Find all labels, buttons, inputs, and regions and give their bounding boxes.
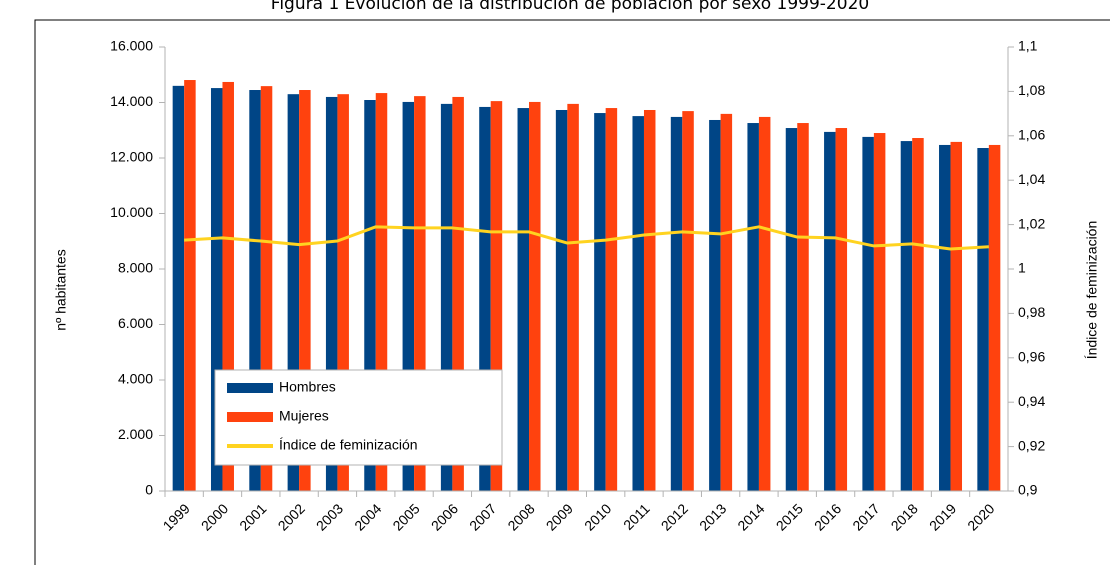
bar — [682, 111, 694, 491]
bar — [988, 144, 1001, 491]
bar — [670, 116, 683, 492]
bar — [210, 88, 223, 491]
bar — [632, 116, 644, 491]
y2-tick-label: 1,06 — [1018, 127, 1045, 143]
chart-frame — [34, 19, 1110, 565]
bar — [452, 96, 464, 491]
y-tick-label: 2.000 — [118, 426, 153, 442]
line — [184, 225, 989, 251]
x-tick-label: 2016 — [811, 500, 844, 533]
bar — [490, 101, 503, 492]
bar — [172, 85, 185, 491]
bar — [939, 144, 951, 491]
x-tick-label: 2019 — [926, 500, 959, 533]
y2-tick-label: 0,96 — [1018, 349, 1045, 365]
bar — [785, 128, 798, 491]
bar — [862, 136, 874, 491]
bar — [325, 96, 338, 491]
x-tick-label: 2005 — [389, 500, 422, 533]
y-tick-label: 12.000 — [110, 149, 153, 165]
y2-tick-label: 1,02 — [1018, 215, 1045, 231]
y-axis-label: nº habitantes — [53, 249, 69, 330]
bar — [605, 108, 618, 492]
y-tick-label: 0 — [145, 482, 153, 498]
bar — [797, 123, 809, 491]
y2-tick-label: 1,1 — [1018, 38, 1038, 54]
bar — [643, 109, 656, 492]
bar — [758, 116, 771, 492]
x-tick-label: 2008 — [504, 500, 537, 533]
bar — [709, 119, 721, 492]
bar — [299, 90, 311, 491]
x-tick-label: 2010 — [581, 500, 614, 533]
bar — [364, 100, 376, 491]
bar — [440, 103, 453, 491]
legend: Hombres Mujeres Índice de feminización — [214, 369, 503, 466]
bar — [375, 93, 388, 491]
x-tick-label: 2003 — [313, 500, 346, 533]
bar — [950, 141, 963, 491]
x-tick-label: 2014 — [734, 500, 767, 533]
bar — [249, 90, 261, 491]
x-tick-label: 2004 — [351, 500, 384, 533]
bar — [835, 128, 848, 491]
legend-swatch — [227, 412, 273, 422]
x-tick-label: 2012 — [658, 500, 691, 533]
bar — [747, 123, 759, 491]
bar — [720, 113, 733, 491]
bar — [287, 94, 300, 492]
bar — [402, 101, 415, 491]
bar — [184, 80, 196, 492]
legend-label: Hombres — [279, 379, 336, 395]
bar — [529, 101, 541, 491]
x-tick-label: 2018 — [888, 500, 921, 533]
y-tick-label: 6.000 — [118, 315, 153, 331]
bar — [337, 94, 349, 492]
x-tick-label: 2020 — [964, 500, 997, 533]
x-tick-label: 1999 — [160, 500, 193, 533]
bar — [873, 133, 886, 491]
y2-tick-label: 0,9 — [1018, 482, 1038, 498]
bar — [517, 108, 530, 492]
x-tick-label: 2011 — [620, 500, 653, 533]
legend-swatch — [227, 383, 273, 393]
legend-label: Índice de feminización — [279, 437, 418, 453]
x-tick-label: 2013 — [696, 500, 729, 533]
x-tick-label: 2001 — [236, 500, 269, 533]
x-tick-label: 2000 — [198, 500, 231, 533]
x-tick-label: 2009 — [543, 500, 576, 533]
bar — [567, 103, 579, 491]
bar — [900, 141, 913, 491]
chart-title: Figura 1 Evolución de la distribución de… — [271, 0, 869, 14]
bar — [222, 81, 234, 491]
bar — [555, 109, 568, 492]
x-tick-label: 2015 — [773, 500, 806, 533]
bar — [414, 96, 426, 492]
y-tick-label: 16.000 — [110, 38, 153, 54]
y2-tick-label: 0,94 — [1018, 393, 1045, 409]
legend-label: Mujeres — [279, 408, 329, 424]
y-tick-label: 10.000 — [110, 204, 153, 220]
y-tick-label: 8.000 — [118, 260, 153, 276]
y2-tick-label: 0,92 — [1018, 437, 1045, 453]
y2-tick-label: 1,04 — [1018, 171, 1045, 187]
y-tick-label: 14.000 — [110, 93, 153, 109]
y-tick-label: 4.000 — [118, 371, 153, 387]
bar — [260, 86, 273, 491]
bar — [977, 148, 989, 491]
y2-tick-label: 1 — [1018, 260, 1026, 276]
bar — [479, 106, 491, 491]
x-tick-label: 2017 — [849, 500, 882, 533]
bar — [912, 138, 924, 491]
x-tick-label: 2007 — [466, 500, 499, 533]
bar — [594, 113, 606, 492]
y2-axis-label: Índice de feminización — [1084, 221, 1100, 360]
y2-tick-label: 0,98 — [1018, 304, 1045, 320]
x-tick-label: 2006 — [428, 500, 461, 533]
bar — [824, 131, 836, 492]
x-tick-label: 2002 — [275, 500, 308, 533]
y2-tick-label: 1,08 — [1018, 82, 1045, 98]
